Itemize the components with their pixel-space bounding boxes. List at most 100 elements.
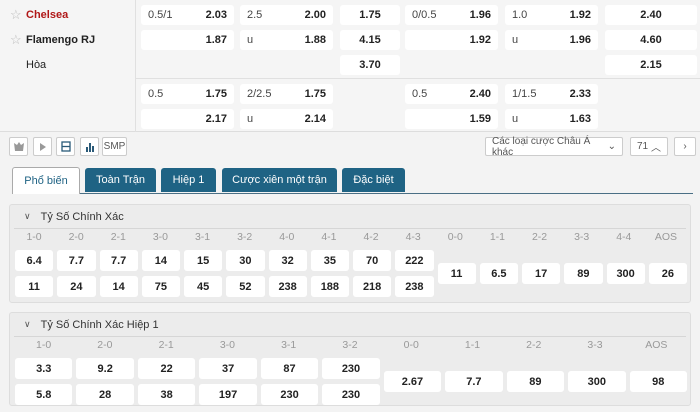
score-odds-cell[interactable]: 3.3 <box>15 358 73 379</box>
tab-pho-bien[interactable]: Phổ biến <box>12 167 80 194</box>
smp-button[interactable]: SMP <box>102 137 127 156</box>
score-odds-cell[interactable]: 7.7 <box>57 250 96 271</box>
section-header[interactable]: ∨ Tỷ Số Chính Xác Hiệp 1 <box>14 313 686 337</box>
score-odds-cell[interactable]: 238 <box>268 276 307 297</box>
count-toggle[interactable]: 71 ︿ <box>630 137 668 156</box>
score-header: 3-3 <box>587 339 603 351</box>
score-odds-cell[interactable]: 35 <box>310 250 349 271</box>
correct-score-h1-section: ∨ Tỷ Số Chính Xác Hiệp 1 1-0 2-0 2-1 3-0 3-1 3… <box>9 312 691 406</box>
score-header: 2-2 <box>531 231 548 243</box>
odds-cell[interactable]: 0/0.5 1.96 <box>405 5 498 25</box>
odds-line: 0.5/1 <box>148 9 173 21</box>
score-odds-cell[interactable]: 98 <box>629 371 687 392</box>
score-odds-cell[interactable]: 7.7 <box>99 250 138 271</box>
odds-cell[interactable]: u 1.63 <box>505 109 598 129</box>
score-odds-cell[interactable]: 89 <box>506 371 565 392</box>
chevron-right-icon[interactable]: › <box>674 137 696 156</box>
score-odds-cell[interactable]: 11 <box>15 276 54 297</box>
score-odds-cell[interactable]: 30 <box>226 250 265 271</box>
odds-line: 0/0.5 <box>412 9 437 21</box>
odds-cell[interactable]: 2/2.5 1.75 <box>240 84 333 104</box>
odds-cell[interactable]: u 1.96 <box>505 30 598 50</box>
score-odds-cell[interactable]: 238 <box>395 276 434 297</box>
tab-cuoc-xien[interactable]: Cược xiên một trận <box>222 168 337 192</box>
odds-cell[interactable]: 2.40 <box>605 5 697 25</box>
score-odds-cell[interactable]: 89 <box>564 263 603 284</box>
score-odds-cell[interactable]: 32 <box>268 250 307 271</box>
odds-cell[interactable]: 2.15 <box>605 55 697 75</box>
list-icon[interactable] <box>56 137 75 156</box>
score-odds-cell[interactable]: 70 <box>353 250 392 271</box>
odds-cell[interactable]: u 2.14 <box>240 109 333 129</box>
score-odds-cell[interactable]: 26 <box>648 263 687 284</box>
score-odds-cell[interactable]: 7.7 <box>445 371 503 392</box>
odds-cell[interactable]: 1.92 <box>405 30 498 50</box>
odds-cell[interactable]: 4.60 <box>605 30 697 50</box>
score-odds-cell[interactable]: 6.5 <box>479 263 518 284</box>
score-odds-cell[interactable]: 75 <box>141 276 180 297</box>
score-odds-cell[interactable]: 222 <box>395 250 434 271</box>
odds-cell[interactable]: 1/1.5 2.33 <box>505 84 598 104</box>
score-odds-cell[interactable]: 38 <box>137 384 196 405</box>
score-odds-cell[interactable]: 14 <box>141 250 180 271</box>
odds-cell[interactable]: 2.17 <box>141 109 234 129</box>
odds-price: 1.75 <box>304 88 326 100</box>
odds-price: 4.15 <box>359 34 381 46</box>
score-odds-cell[interactable]: 230 <box>322 358 380 379</box>
market-select[interactable]: Các loại cược Châu Á khác ⌄ <box>485 136 623 158</box>
score-header: 3-3 <box>574 231 590 243</box>
odds-cell[interactable]: 3.70 <box>340 55 400 75</box>
score-odds-cell[interactable]: 230 <box>260 384 319 405</box>
star-icon[interactable]: ☆ <box>10 32 22 47</box>
odds-cell[interactable]: 1.59 <box>405 109 498 129</box>
tab-hiep-1[interactable]: Hiệp 1 <box>161 168 216 192</box>
score-odds-cell[interactable]: 87 <box>260 358 319 379</box>
score-odds-cell[interactable]: 24 <box>57 276 96 297</box>
odds-line: 0.5 <box>412 88 428 100</box>
score-odds-cell[interactable]: 52 <box>226 276 265 297</box>
odds-cell[interactable]: 0.5 1.75 <box>141 84 234 104</box>
score-odds-cell[interactable]: 300 <box>606 263 645 284</box>
score-odds-cell[interactable]: 28 <box>76 384 134 405</box>
score-grid: 1-0 2-0 2-1 3-0 3-1 3-2 0-0 1-1 2-2 3-3 AOS 3.3 9.2 2… <box>13 339 687 407</box>
shield-icon[interactable] <box>9 137 28 156</box>
tab-toan-tran[interactable]: Toàn Trận <box>85 168 156 192</box>
score-odds-cell[interactable]: 17 <box>522 263 561 284</box>
star-icon[interactable]: ☆ <box>10 7 22 22</box>
odds-cell[interactable]: 0.5 2.40 <box>405 84 498 104</box>
score-odds-cell[interactable]: 188 <box>310 276 349 297</box>
score-odds-cell[interactable]: 11 <box>437 263 476 284</box>
odds-cell[interactable]: 4.15 <box>340 30 400 50</box>
score-odds-cell[interactable]: 45 <box>184 276 223 297</box>
odds-cell[interactable]: 2.5 2.00 <box>240 5 333 25</box>
score-odds-cell[interactable]: 300 <box>568 371 626 392</box>
score-odds-cell[interactable]: 9.2 <box>76 358 134 379</box>
score-odds-cell[interactable]: 2.67 <box>383 371 442 392</box>
score-header: 3-2 <box>342 339 358 351</box>
odds-price: 4.60 <box>640 34 662 46</box>
odds-price: 2.40 <box>469 88 491 100</box>
section-header[interactable]: ∨ Tỷ Số Chính Xác <box>14 205 686 229</box>
odds-cell[interactable]: 1.75 <box>340 5 400 25</box>
score-odds-cell[interactable]: 5.8 <box>15 384 73 405</box>
score-header: 4-0 <box>279 231 295 243</box>
score-odds-cell[interactable]: 14 <box>99 276 138 297</box>
chart-icon[interactable] <box>80 137 99 156</box>
score-odds-cell[interactable]: 6.4 <box>15 250 54 271</box>
score-header: 2-2 <box>526 339 542 351</box>
away-team-name: Flamengo RJ <box>26 34 96 46</box>
score-grid: 1-0 2-0 2-1 3-0 3-1 3-2 4-0 4-1 4-2 4-3 0-0 1-1 2-2 3… <box>13 231 687 303</box>
odds-line: u <box>512 34 519 46</box>
odds-cell[interactable]: 1.87 <box>141 30 234 50</box>
odds-cell[interactable]: u 1.88 <box>240 30 333 50</box>
play-icon[interactable] <box>33 137 52 156</box>
score-odds-cell[interactable]: 15 <box>184 250 223 271</box>
score-odds-cell[interactable]: 22 <box>137 358 196 379</box>
score-odds-cell[interactable]: 218 <box>353 276 392 297</box>
score-odds-cell[interactable]: 37 <box>199 358 257 379</box>
score-odds-cell[interactable]: 197 <box>199 384 257 405</box>
odds-cell[interactable]: 1.0 1.92 <box>505 5 598 25</box>
score-odds-cell[interactable]: 230 <box>322 384 380 405</box>
odds-cell[interactable]: 0.5/1 2.03 <box>141 5 234 25</box>
tab-dac-biet[interactable]: Đặc biệt <box>342 168 405 192</box>
